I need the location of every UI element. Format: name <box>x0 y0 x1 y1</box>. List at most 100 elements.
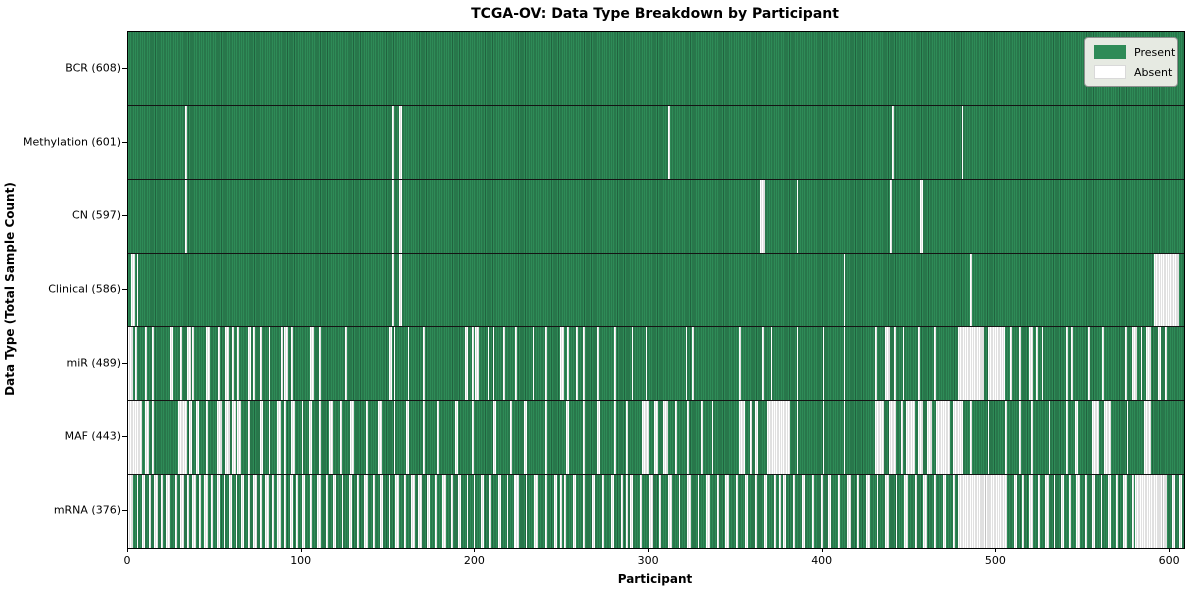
absent-stripe <box>1019 401 1021 475</box>
y-tick-label: miR (489) <box>66 356 122 370</box>
absent-stripe <box>423 327 425 401</box>
absent-stripe <box>301 401 304 475</box>
absent-stripe <box>923 475 927 549</box>
x-tick-mark <box>995 548 997 552</box>
y-tick-label: mRNA (376) <box>53 503 121 517</box>
absent-stripe <box>970 401 973 475</box>
present-swatch-icon <box>1094 45 1126 59</box>
y-tick-mark <box>122 362 127 364</box>
absent-stripe <box>398 179 403 253</box>
absent-stripe <box>437 401 439 475</box>
x-tick-mark <box>300 548 302 552</box>
y-tick-label: CN (597) <box>72 208 121 222</box>
y-tick-mark <box>122 141 127 143</box>
absent-stripe <box>161 475 163 549</box>
absent-stripe <box>885 475 889 549</box>
absent-stripe <box>1036 327 1039 401</box>
absent-stripe <box>560 327 564 401</box>
absent-stripe <box>185 179 188 253</box>
absent-stripe <box>180 327 182 401</box>
absent-stripe <box>926 401 933 475</box>
absent-stripe <box>1065 401 1068 475</box>
absent-stripe <box>291 401 295 475</box>
absent-stripe <box>1029 327 1033 401</box>
absent-stripe <box>614 401 617 475</box>
absent-stripe <box>654 401 658 475</box>
absent-stripe <box>506 475 509 549</box>
absent-stripe <box>199 475 201 549</box>
absent-stripe <box>602 475 604 549</box>
absent-stripe <box>1107 475 1112 549</box>
absent-stripe <box>1104 401 1112 475</box>
x-axis-label: Participant <box>617 572 693 586</box>
absent-stripe <box>532 327 535 401</box>
absent-stripe <box>958 327 985 401</box>
absent-stripe <box>725 475 729 549</box>
absent-stripe <box>503 327 505 401</box>
absent-stripe <box>392 105 394 179</box>
absent-stripe <box>629 475 634 549</box>
absent-stripe <box>379 475 384 549</box>
absent-stripe <box>1102 327 1105 401</box>
absent-stripe <box>1065 327 1068 401</box>
absent-stripe <box>866 475 870 549</box>
absent-stripe <box>154 475 158 549</box>
absent-stripe <box>240 475 245 549</box>
absent-stripe <box>398 105 403 179</box>
absent-stripe <box>319 327 321 401</box>
absent-stripe <box>904 475 908 549</box>
absent-stripe <box>1045 475 1049 549</box>
x-tick-mark <box>127 548 128 552</box>
absent-stripe <box>763 475 768 549</box>
absent-stripe <box>136 475 139 549</box>
absent-stripe <box>770 327 773 401</box>
row-CN <box>128 178 1184 253</box>
y-tick-label: MAF (443) <box>64 429 121 443</box>
absent-stripe <box>187 475 189 549</box>
absent-stripe <box>232 327 234 401</box>
absent-stripe <box>1041 327 1044 401</box>
absent-stripe <box>1116 475 1118 549</box>
absent-stripe <box>749 401 752 475</box>
y-tick-label: Methylation (601) <box>23 135 121 149</box>
absent-stripe <box>801 475 806 549</box>
x-tick-mark <box>821 548 823 552</box>
absent-stripe <box>272 475 274 549</box>
absent-stripe <box>900 401 903 475</box>
absent-stripe <box>464 327 469 401</box>
absent-stripe <box>388 327 392 401</box>
absent-stripe <box>591 475 596 549</box>
absent-stripe <box>253 475 257 549</box>
absent-stripe <box>141 475 146 549</box>
absent-stripe <box>560 475 563 549</box>
absent-stripe <box>405 401 410 475</box>
absent-stripe <box>284 401 287 475</box>
row-MAF <box>128 400 1184 475</box>
absent-stripe <box>350 401 354 475</box>
absent-stripe <box>341 475 344 549</box>
absent-stripe <box>301 475 306 549</box>
absent-stripe <box>933 327 936 401</box>
absent-stripe <box>1171 475 1176 549</box>
absent-stripe <box>583 401 585 475</box>
absent-stripe <box>961 105 964 179</box>
absent-stripe <box>668 475 672 549</box>
absent-stripe <box>1031 401 1033 475</box>
absent-stripe <box>1091 475 1096 549</box>
absent-stripe <box>1074 401 1079 475</box>
legend-label-absent: Absent <box>1134 65 1173 79</box>
absent-stripe <box>614 327 617 401</box>
absent-stripe <box>131 253 135 327</box>
absent-stripe <box>187 327 191 401</box>
absent-stripe <box>920 179 924 253</box>
absent-stripe <box>1145 327 1151 401</box>
absent-stripe <box>659 475 662 549</box>
absent-stripe <box>148 475 151 549</box>
absent-stripe <box>487 327 490 401</box>
absent-stripe <box>822 401 825 475</box>
absent-stripe <box>779 475 782 549</box>
absent-stripe <box>388 475 391 549</box>
absent-stripe <box>145 401 149 475</box>
absent-stripe <box>534 475 538 549</box>
absent-stripe <box>565 401 570 475</box>
